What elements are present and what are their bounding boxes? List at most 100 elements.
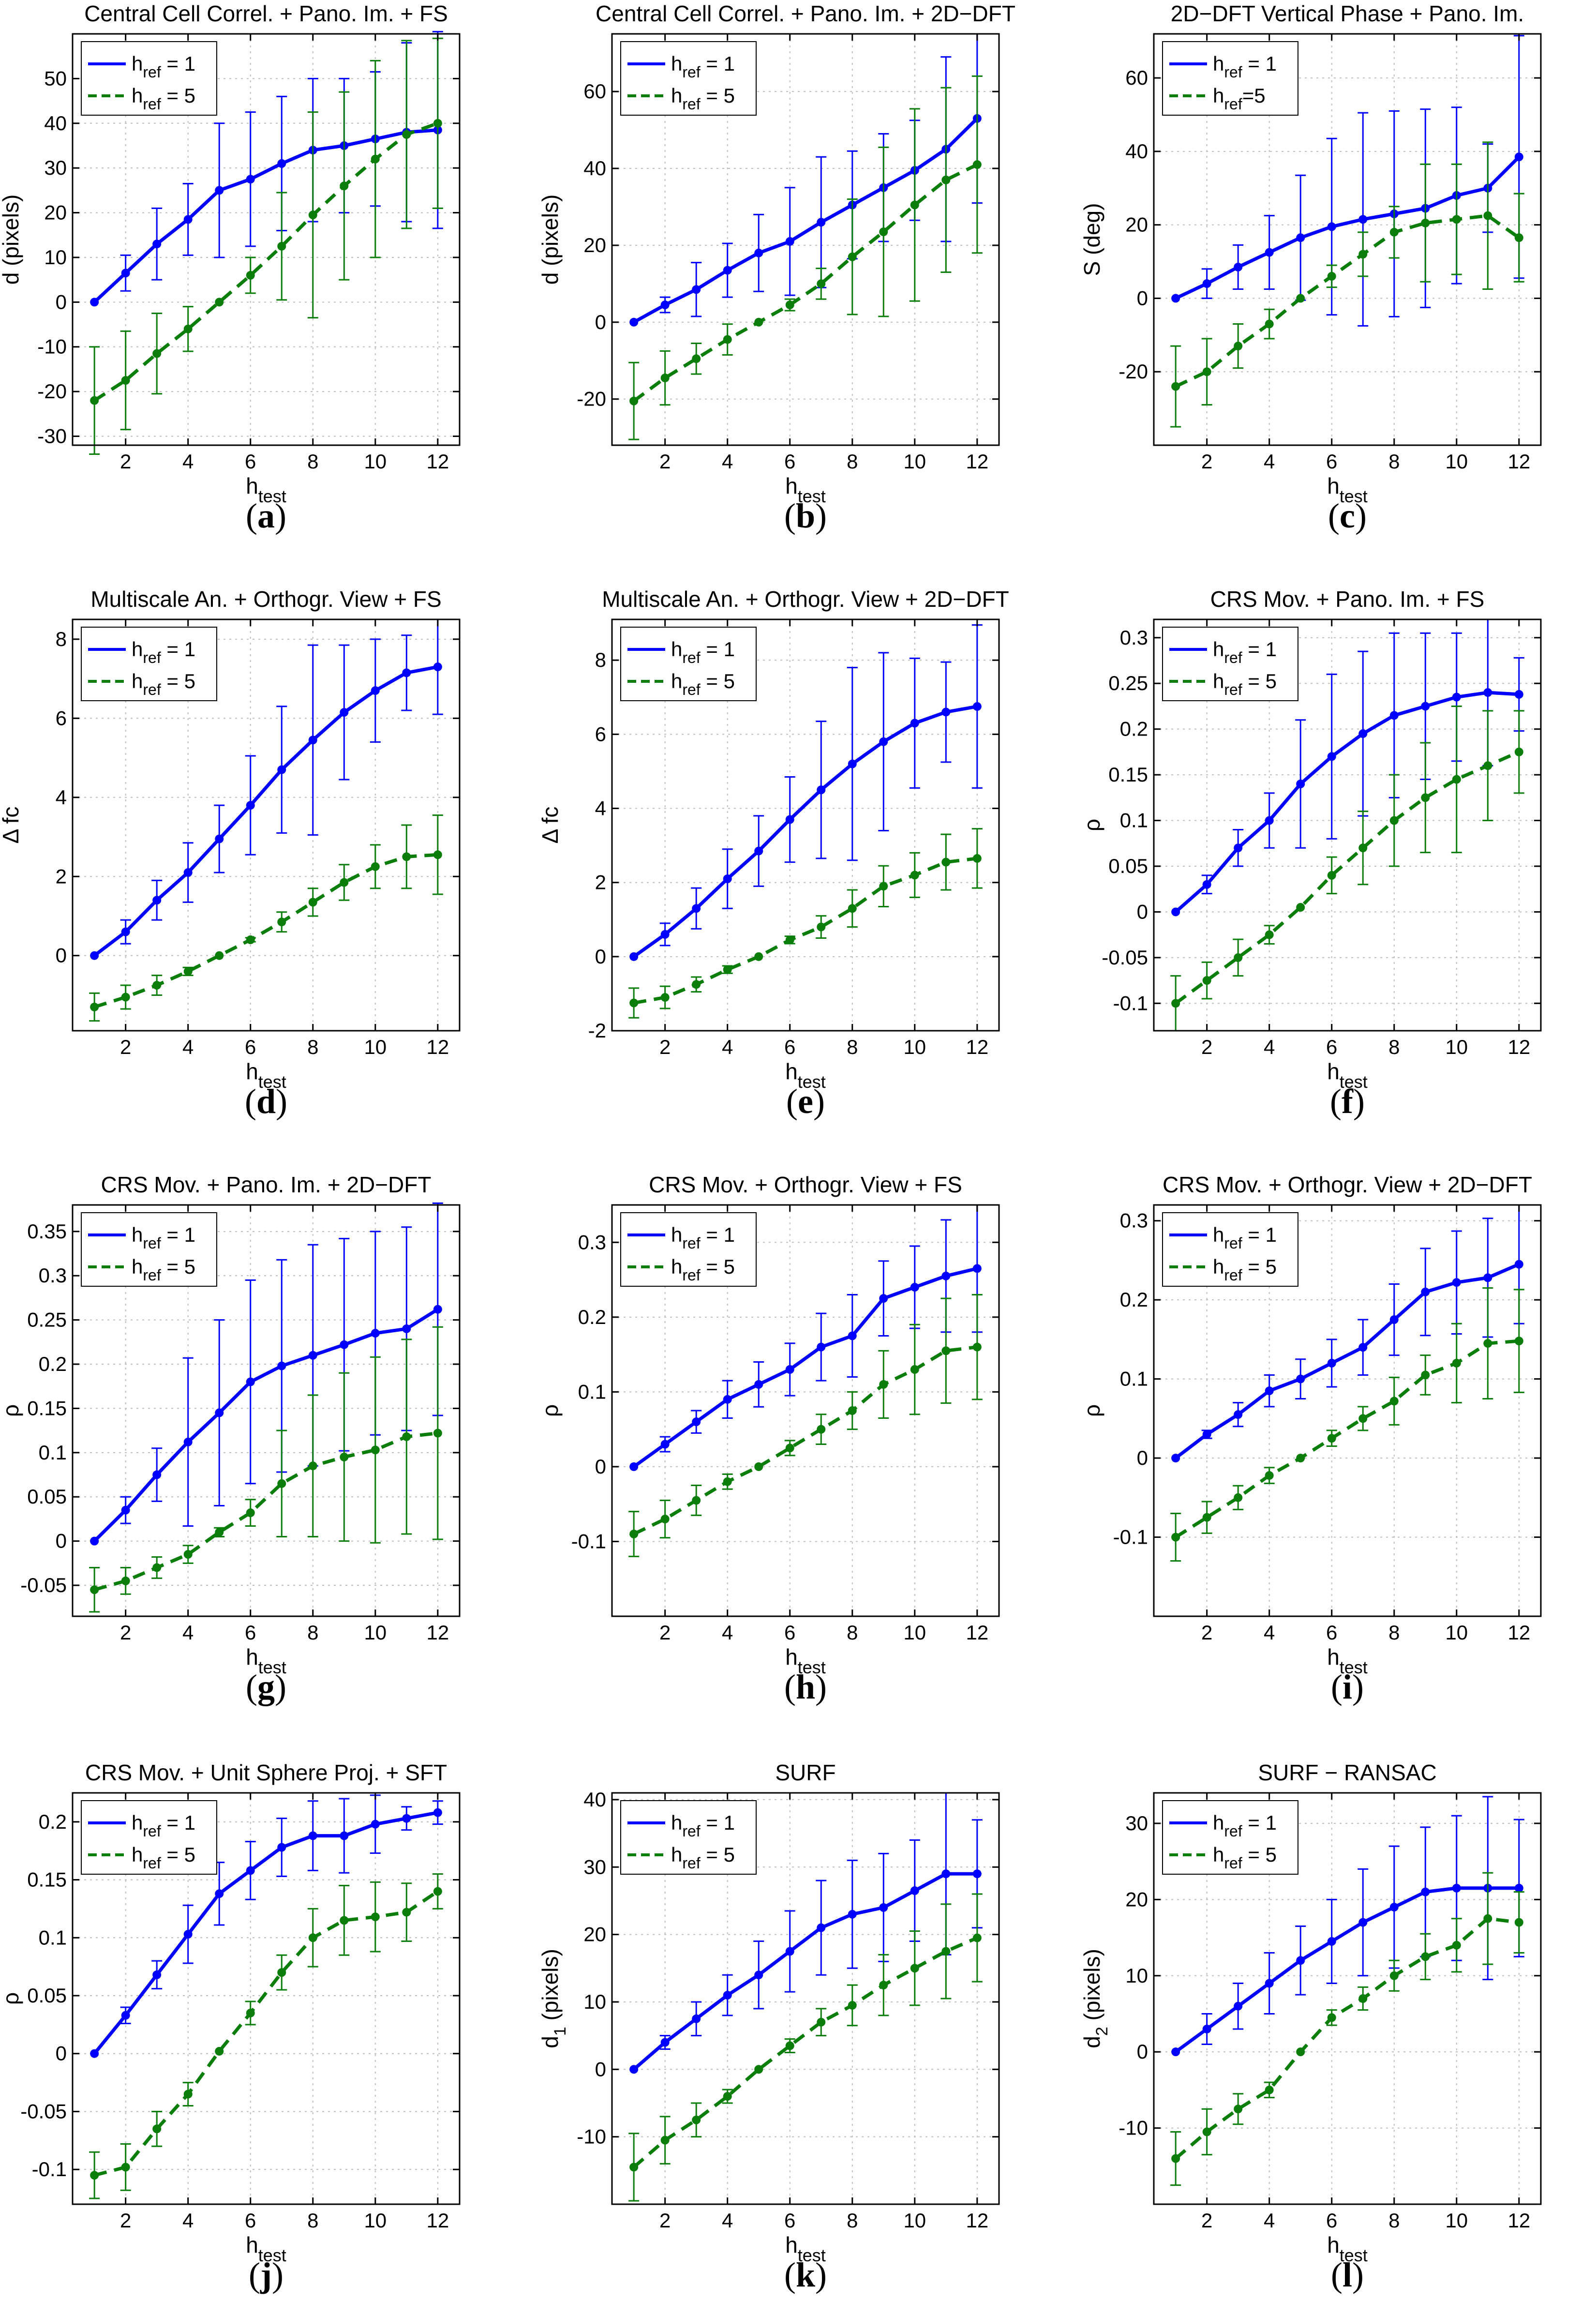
legend-label-sub: ref [1224, 1266, 1242, 1284]
series-line [1175, 1339, 1520, 1539]
data-point [1265, 816, 1274, 825]
chart-title: Central Cell Correl. + Pano. Im. + 2D−DF… [596, 1, 1015, 26]
y-tick-label: 0.1 [39, 1441, 67, 1464]
data-point [1358, 215, 1368, 224]
data-point [879, 1294, 888, 1303]
data-point [183, 324, 193, 333]
data-point [1514, 1918, 1523, 1927]
legend-label: href = 5 [132, 670, 195, 698]
y-axis-label-text: Δ fc [0, 807, 23, 844]
data-point [629, 952, 639, 961]
data-point [215, 1528, 224, 1537]
y-axis-label-main: ρ [1079, 1404, 1104, 1417]
data-point [817, 2017, 826, 2027]
y-axis-label: Δ fc [0, 807, 23, 844]
x-axis-label-main: h [1327, 473, 1340, 498]
data-point [1452, 692, 1461, 702]
data-point [660, 373, 670, 382]
data-point [1514, 747, 1523, 756]
data-point [1452, 775, 1461, 784]
y-tick-label: 40 [1125, 140, 1148, 163]
data-point [215, 298, 224, 307]
chart-panel-a: Central Cell Correl. + Pano. Im. + FS 2 4 6… [0, 1, 461, 535]
data-point [433, 850, 442, 859]
data-point [183, 967, 193, 976]
data-point [972, 1933, 982, 1942]
data-point [1327, 871, 1336, 880]
y-tick-label: -0.05 [20, 2100, 67, 2122]
x-axis-label-sub: test [798, 2245, 826, 2265]
legend-label-main: h [132, 84, 143, 107]
series-line [93, 1811, 438, 2055]
x-tick-label: 2 [659, 1036, 671, 1058]
y-axis-label-sub: 2 [1093, 2027, 1111, 2036]
data-point [215, 2046, 224, 2056]
y-tick-label: 0.3 [578, 1231, 606, 1253]
legend-label: href = 5 [671, 670, 735, 698]
caption-letter: c [1340, 496, 1355, 535]
legend-label: href = 5 [132, 1843, 195, 1872]
legend-label-main: h [671, 638, 682, 661]
x-tick-label: 8 [1388, 1621, 1400, 1644]
y-tick-label: 0.2 [39, 1810, 67, 1833]
x-tick-label: 8 [1388, 450, 1400, 473]
data-point [433, 1887, 442, 1896]
caption-close: ) [275, 496, 286, 535]
data-point [972, 160, 982, 169]
data-point [692, 980, 701, 989]
data-point [277, 159, 286, 168]
data-point [215, 186, 224, 195]
y-axis-label-text: ρ [0, 1404, 23, 1417]
x-tick-label: 2 [659, 2209, 671, 2232]
chart-title: CRS Mov. + Unit Sphere Proj. + SFT [85, 1760, 447, 1785]
legend-box [620, 1800, 757, 1875]
legend-label: href = 5 [1213, 1843, 1277, 1872]
data-point [277, 1479, 286, 1488]
x-tick-label: 6 [784, 450, 795, 473]
y-tick-label: 0 [595, 2058, 606, 2080]
y-axis-label: ρ [0, 1404, 23, 1417]
y-axis-label-text: S (deg) [1079, 203, 1104, 276]
data-point [692, 1417, 701, 1427]
data-point [308, 1831, 317, 1840]
legend-label-sub: ref [682, 1822, 700, 1840]
legend-label-suffix: = 5 [161, 1255, 195, 1278]
x-tick-label: 2 [120, 1621, 131, 1644]
legend-label-sub: ref [143, 1266, 161, 1284]
data-point [754, 1380, 763, 1389]
data-point [848, 904, 857, 913]
x-axis-label-sub: test [798, 1657, 826, 1677]
legend-label-main: h [1213, 638, 1224, 661]
data-point [660, 301, 670, 310]
y-tick-label: 20 [1125, 1888, 1148, 1910]
chart-title: CRS Mov. + Pano. Im. + FS [1210, 587, 1485, 612]
y-axis-label-main: ρ [0, 1992, 23, 2005]
caption-letter: j [260, 2256, 272, 2294]
x-tick-label: 12 [426, 1621, 449, 1644]
data-point [1234, 843, 1243, 853]
data-point [246, 801, 255, 810]
y-axis-label: ρ [1079, 1404, 1104, 1417]
y-tick-label: 0.1 [39, 1926, 67, 1949]
legend-label-suffix: = 1 [161, 1811, 195, 1834]
data-point [1296, 903, 1305, 912]
data-point [1234, 2001, 1243, 2011]
data-point [1171, 294, 1180, 303]
legend-label-sub: ref [682, 1854, 700, 1872]
data-point [1452, 215, 1461, 224]
series-line [633, 117, 979, 324]
y-tick-label: 60 [583, 80, 606, 103]
data-point [817, 922, 826, 932]
caption-letter: i [1342, 1668, 1352, 1706]
y-tick-label: 20 [583, 234, 606, 256]
y-tick-label: 0 [1137, 2040, 1148, 2063]
y-tick-label: 0 [1137, 286, 1148, 309]
data-point [629, 2163, 639, 2172]
panel-caption: (d) [245, 1082, 287, 1121]
data-point [1483, 1339, 1492, 1348]
x-tick-label: 8 [1388, 1036, 1400, 1058]
